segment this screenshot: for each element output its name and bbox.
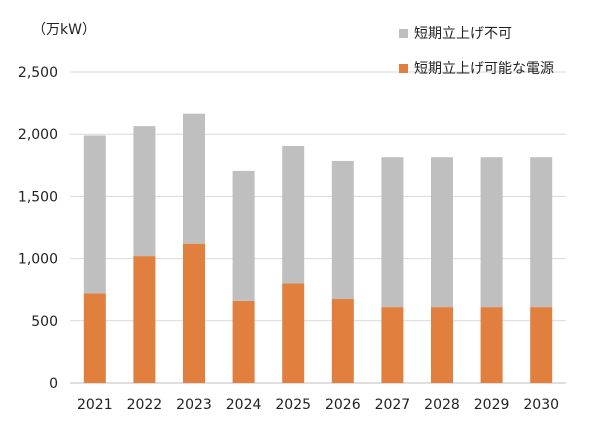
y-tick-label: 1,000 [18,252,58,268]
bar-segment-short-term-not-startable [381,157,404,308]
y-axis-ticks: 0 500 1,000 1,500 2,000 2,500 [18,65,58,392]
bar-segment-short-term-not-startable [133,126,156,257]
bar-segment-short-term-startable [530,307,553,383]
bar-segment-short-term-startable [381,307,404,383]
bar-segment-short-term-startable [431,307,453,383]
bar-segment-short-term-startable [183,243,205,383]
y-tick-label: 1,500 [18,189,58,205]
bar-segment-short-term-startable [133,256,156,383]
bars [83,113,553,383]
x-tick-label: 2029 [474,397,510,413]
y-tick-label: 2,500 [18,65,58,81]
bar-segment-short-term-not-startable [232,170,255,301]
y-axis-unit-label: （万kW） [32,22,96,38]
legend-label: 短期立上げ可能な電源 [414,61,554,77]
bar-segment-short-term-startable [282,283,305,383]
x-tick-label: 2021 [77,397,113,413]
x-tick-label: 2028 [424,397,460,413]
bar-segment-short-term-not-startable [183,113,205,244]
x-tick-label: 2024 [226,397,262,413]
legend-swatch-short-term-not-startable [399,29,408,38]
x-tick-label: 2026 [325,397,361,413]
bar-segment-short-term-not-startable [282,146,305,284]
bar-segment-short-term-not-startable [530,157,553,308]
bar-segment-short-term-not-startable [83,135,106,294]
x-tick-label: 2022 [127,397,163,413]
x-tick-label: 2027 [375,397,411,413]
y-tick-label: 500 [31,314,58,330]
bar-segment-short-term-not-startable [431,157,453,308]
bar-segment-short-term-startable [232,300,255,383]
legend-swatch-short-term-startable [399,64,408,73]
bar-segment-short-term-startable [83,293,106,383]
bar-segment-short-term-not-startable [480,157,503,308]
y-tick-label: 2,000 [18,127,58,143]
bar-segment-short-term-not-startable [331,160,354,300]
x-tick-label: 2023 [176,397,212,413]
x-tick-label: 2025 [275,397,311,413]
x-tick-label: 2030 [523,397,559,413]
legend-label: 短期立上げ不可 [414,26,512,42]
bar-segment-short-term-startable [331,299,354,383]
x-axis-ticks: 2021 2022 2023 2024 2025 2026 2027 2028 2029 2030 [77,397,559,413]
y-tick-label: 0 [49,376,58,392]
bar-segment-short-term-startable [480,307,503,383]
